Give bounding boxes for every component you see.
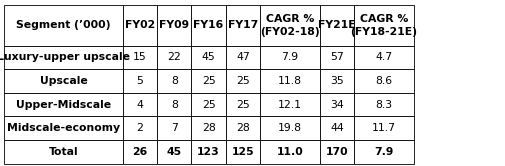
- Text: 5: 5: [136, 76, 143, 86]
- Text: 15: 15: [133, 52, 147, 62]
- Text: CAGR %
(FY02-18): CAGR % (FY02-18): [260, 14, 320, 37]
- Text: 28: 28: [236, 123, 250, 133]
- Bar: [123, 93, 157, 116]
- Bar: [354, 5, 414, 46]
- Text: 47: 47: [236, 52, 250, 62]
- Text: 19.8: 19.8: [278, 123, 302, 133]
- Bar: [320, 140, 354, 164]
- Bar: [157, 116, 191, 140]
- Text: Upscale: Upscale: [39, 76, 87, 86]
- Bar: [4, 116, 123, 140]
- Text: 26: 26: [132, 147, 147, 157]
- Text: CAGR %
(FY18-21E): CAGR % (FY18-21E): [350, 14, 417, 37]
- Bar: [226, 5, 260, 46]
- Bar: [320, 69, 354, 93]
- Bar: [354, 46, 414, 69]
- Bar: [157, 5, 191, 46]
- Text: 7: 7: [171, 123, 178, 133]
- Bar: [157, 69, 191, 93]
- Text: 11.8: 11.8: [278, 76, 302, 86]
- Bar: [4, 69, 123, 93]
- Bar: [123, 5, 157, 46]
- Text: 34: 34: [330, 100, 344, 110]
- Text: 12.1: 12.1: [278, 100, 302, 110]
- Text: 8: 8: [171, 76, 178, 86]
- Text: 8.3: 8.3: [375, 100, 392, 110]
- Text: 2: 2: [136, 123, 143, 133]
- Bar: [191, 116, 226, 140]
- Text: FY17: FY17: [228, 20, 258, 30]
- Bar: [226, 140, 260, 164]
- Text: 45: 45: [201, 52, 216, 62]
- Bar: [191, 93, 226, 116]
- Bar: [191, 5, 226, 46]
- Text: 7.9: 7.9: [281, 52, 298, 62]
- Text: 28: 28: [201, 123, 216, 133]
- Text: 25: 25: [201, 76, 216, 86]
- Bar: [157, 93, 191, 116]
- Text: 125: 125: [232, 147, 254, 157]
- Bar: [123, 69, 157, 93]
- Text: 25: 25: [236, 100, 250, 110]
- Bar: [191, 46, 226, 69]
- Text: 4: 4: [136, 100, 143, 110]
- Bar: [320, 5, 354, 46]
- Bar: [260, 140, 320, 164]
- Bar: [320, 93, 354, 116]
- Text: 11.7: 11.7: [372, 123, 396, 133]
- Bar: [320, 116, 354, 140]
- Bar: [4, 140, 123, 164]
- Bar: [191, 140, 226, 164]
- Text: Upper-Midscale: Upper-Midscale: [16, 100, 111, 110]
- Text: FY09: FY09: [159, 20, 189, 30]
- Text: 25: 25: [236, 76, 250, 86]
- Text: 25: 25: [201, 100, 216, 110]
- Text: Midscale-economy: Midscale-economy: [7, 123, 120, 133]
- Bar: [354, 116, 414, 140]
- Text: Segment (’000): Segment (’000): [16, 20, 111, 30]
- Bar: [123, 116, 157, 140]
- Bar: [4, 46, 123, 69]
- Text: 170: 170: [326, 147, 348, 157]
- Bar: [157, 140, 191, 164]
- Text: 22: 22: [167, 52, 181, 62]
- Text: 57: 57: [330, 52, 344, 62]
- Bar: [354, 93, 414, 116]
- Text: 11.0: 11.0: [277, 147, 303, 157]
- Bar: [260, 93, 320, 116]
- Bar: [354, 69, 414, 93]
- Bar: [226, 93, 260, 116]
- Text: FY16: FY16: [193, 20, 224, 30]
- Bar: [260, 46, 320, 69]
- Text: FY02: FY02: [125, 20, 155, 30]
- Text: 123: 123: [197, 147, 220, 157]
- Text: 8.6: 8.6: [375, 76, 392, 86]
- Bar: [226, 46, 260, 69]
- Text: 45: 45: [167, 147, 182, 157]
- Bar: [354, 140, 414, 164]
- Text: 35: 35: [330, 76, 344, 86]
- Bar: [226, 69, 260, 93]
- Bar: [320, 46, 354, 69]
- Text: 7.9: 7.9: [374, 147, 393, 157]
- Text: FY21E: FY21E: [318, 20, 356, 30]
- Bar: [226, 116, 260, 140]
- Bar: [123, 140, 157, 164]
- Bar: [191, 69, 226, 93]
- Bar: [123, 46, 157, 69]
- Bar: [4, 93, 123, 116]
- Text: Luxury-upper upscale: Luxury-upper upscale: [0, 52, 130, 62]
- Bar: [260, 116, 320, 140]
- Bar: [260, 69, 320, 93]
- Bar: [260, 5, 320, 46]
- Text: Total: Total: [48, 147, 78, 157]
- Bar: [157, 46, 191, 69]
- Text: 44: 44: [330, 123, 344, 133]
- Text: 8: 8: [171, 100, 178, 110]
- Text: 4.7: 4.7: [375, 52, 392, 62]
- Bar: [4, 5, 123, 46]
